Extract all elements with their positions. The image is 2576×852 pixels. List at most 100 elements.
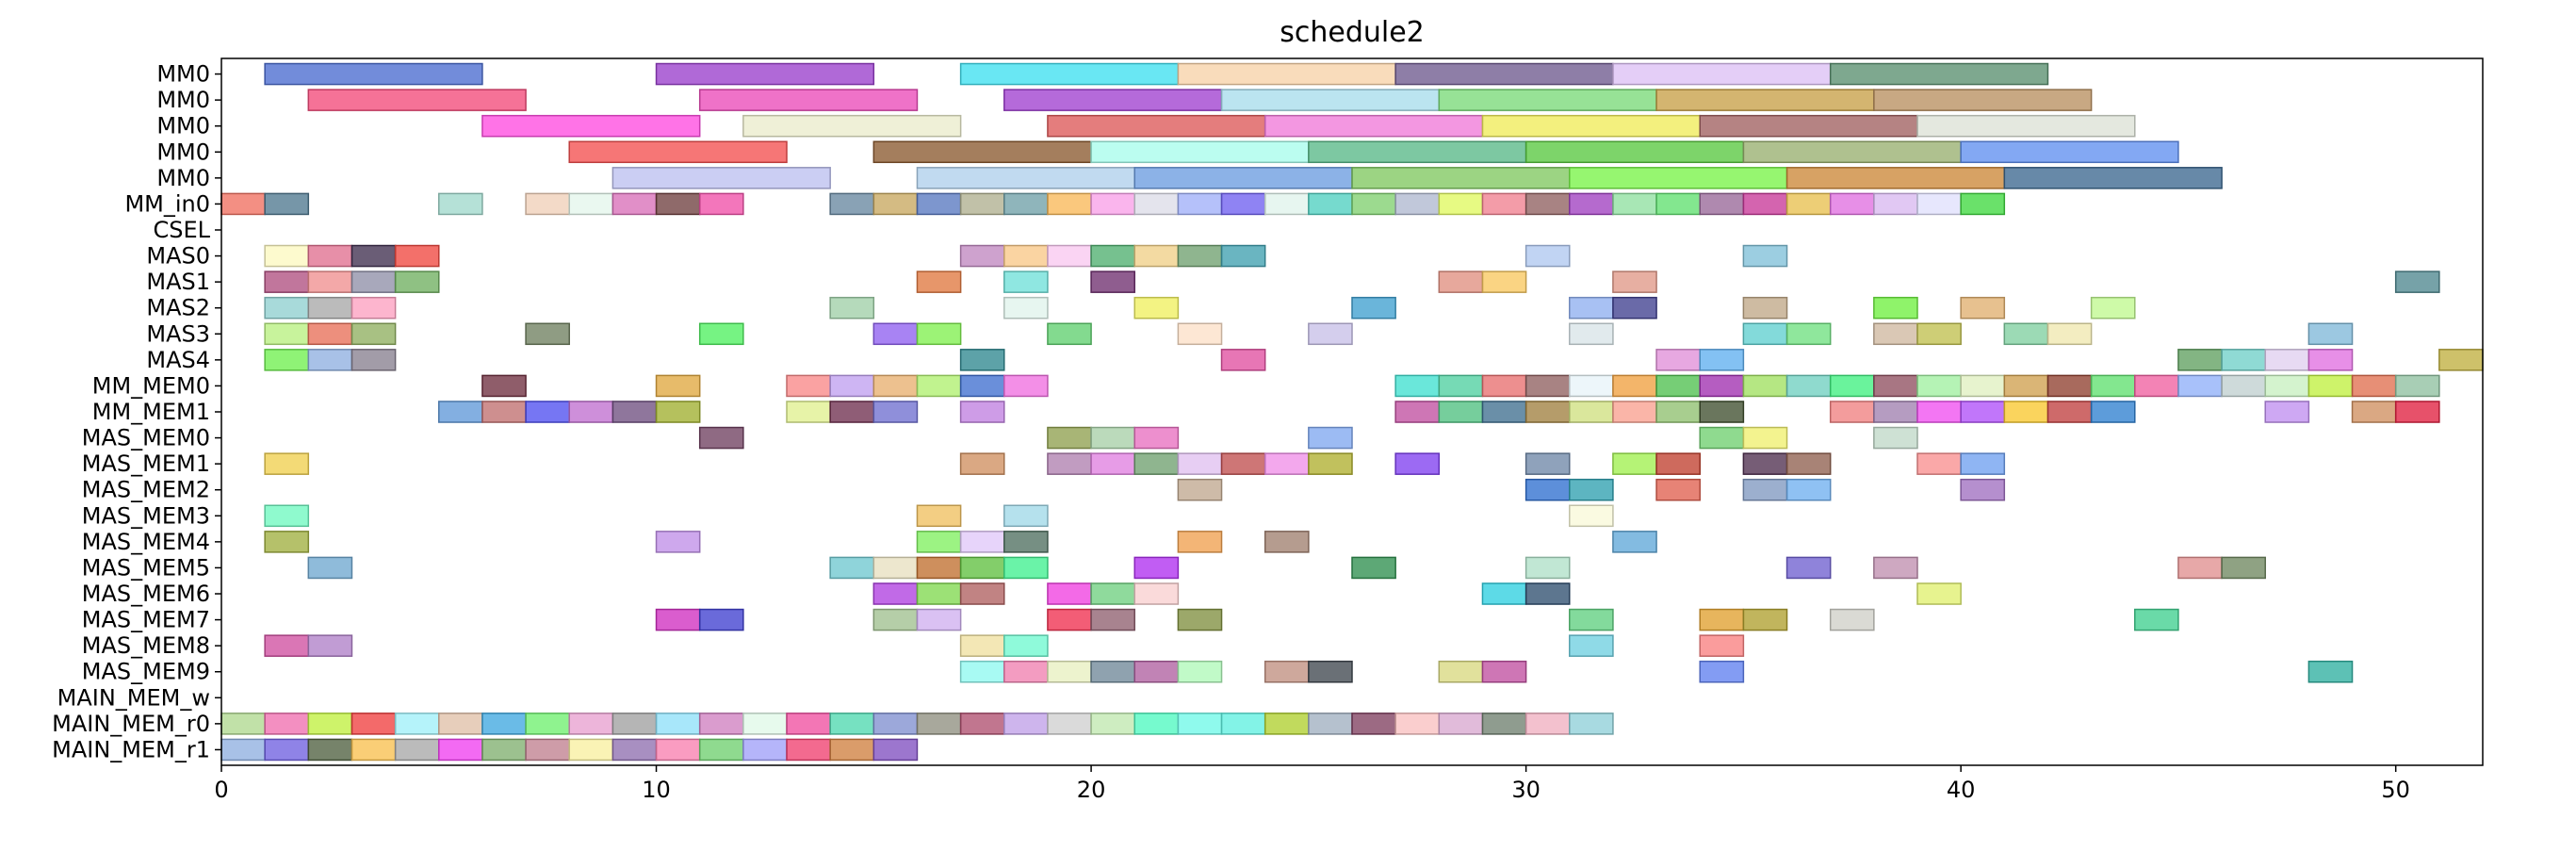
task-bar xyxy=(1524,244,1571,268)
task-bar xyxy=(1308,140,1527,164)
task-bar xyxy=(351,296,397,320)
task-bar xyxy=(1785,192,1832,216)
task-bar xyxy=(264,504,310,528)
task-bar xyxy=(307,556,353,580)
y-tick-label: MAIN_MEM_r0 xyxy=(52,711,210,737)
y-tick-label: MM0 xyxy=(156,87,210,113)
task-bar xyxy=(1133,660,1180,683)
y-tick-label: MM_MEM0 xyxy=(92,372,210,399)
task-bar xyxy=(872,608,919,631)
task-bar xyxy=(1785,374,1832,398)
task-bar xyxy=(872,140,1092,164)
task-bar xyxy=(1873,374,1918,398)
task-bar xyxy=(916,322,962,346)
task-bar xyxy=(1916,582,1962,605)
y-tick-label: MM_in0 xyxy=(124,190,210,217)
task-bar xyxy=(525,322,570,346)
task-bar xyxy=(1003,374,1049,398)
task-bar xyxy=(394,713,440,735)
task-bar xyxy=(1699,660,1745,683)
x-tick-label: 20 xyxy=(1077,777,1106,803)
task-bar xyxy=(1220,349,1266,371)
task-bar xyxy=(1524,192,1571,216)
task-bar xyxy=(1829,608,1875,631)
task-bar xyxy=(2177,374,2223,398)
task-bar xyxy=(829,192,875,216)
task-bar xyxy=(1699,426,1745,450)
task-bar xyxy=(307,270,353,293)
task-bar xyxy=(829,374,875,398)
task-bar xyxy=(1524,478,1571,501)
task-bar xyxy=(916,582,962,605)
task-bar xyxy=(1873,556,1918,580)
task-bar xyxy=(1524,452,1571,475)
task-bar xyxy=(2221,556,2266,580)
task-bar xyxy=(2003,401,2049,423)
task-bar xyxy=(1569,634,1614,657)
task-bar xyxy=(959,713,1005,735)
task-bar xyxy=(2134,374,2179,398)
task-bar xyxy=(872,582,919,605)
task-bar xyxy=(351,349,397,371)
task-bar xyxy=(2394,401,2440,423)
task-bar xyxy=(1569,167,1788,189)
task-bar xyxy=(1916,322,1962,346)
task-bar xyxy=(1873,89,2093,111)
task-bar xyxy=(2090,374,2136,398)
task-bar xyxy=(1829,401,1875,423)
task-bar xyxy=(1438,660,1484,683)
task-bar xyxy=(1569,296,1614,320)
task-bar xyxy=(1047,713,1092,735)
y-tick-label: MAIN_MEM_w xyxy=(57,684,210,711)
task-bar xyxy=(1742,322,1788,346)
task-bar xyxy=(1003,556,1049,580)
task-bar xyxy=(2394,374,2440,398)
task-bar xyxy=(1090,660,1135,683)
task-bar xyxy=(1308,713,1353,735)
task-bar xyxy=(1003,296,1049,320)
y-axis-ticks: MM0MM0MM0MM0MM0MM_in0CSELMAS0MAS1MAS2MAS… xyxy=(52,61,221,762)
task-bar xyxy=(1133,713,1180,735)
task-bar xyxy=(1308,192,1353,216)
task-bar xyxy=(916,504,962,528)
task-bar xyxy=(264,296,310,320)
task-bar xyxy=(394,270,440,293)
task-bar xyxy=(916,531,962,553)
task-bar xyxy=(1264,531,1310,553)
task-bar xyxy=(1047,322,1092,346)
task-bar xyxy=(872,322,919,346)
task-bar xyxy=(307,349,353,371)
task-bar xyxy=(351,322,397,346)
x-tick-label: 0 xyxy=(214,777,228,803)
task-bar xyxy=(1960,401,2006,423)
task-bar xyxy=(916,270,962,293)
task-bar xyxy=(307,634,353,657)
task-bar xyxy=(698,89,919,111)
task-bar xyxy=(2438,349,2484,371)
task-bar xyxy=(698,713,744,735)
task-bar xyxy=(742,713,788,735)
task-bar xyxy=(1785,452,1832,475)
task-bar xyxy=(655,713,701,735)
task-bar xyxy=(1524,582,1571,605)
task-bar xyxy=(2351,374,2397,398)
task-bar xyxy=(2307,374,2354,398)
task-bar xyxy=(1742,296,1788,320)
task-bar xyxy=(1438,270,1484,293)
task-bar xyxy=(1177,478,1223,501)
task-bar xyxy=(1351,167,1571,189)
task-bar xyxy=(2221,349,2266,371)
task-bar xyxy=(394,738,440,762)
task-bar xyxy=(1003,504,1049,528)
task-bar xyxy=(2090,296,2136,320)
task-bar xyxy=(1785,556,1832,580)
task-bar xyxy=(916,374,962,398)
task-bar xyxy=(264,244,310,268)
chart-title: schedule2 xyxy=(1280,16,1425,49)
task-bar xyxy=(1308,322,1353,346)
task-bar xyxy=(307,322,353,346)
task-bar xyxy=(1133,296,1180,320)
task-bar xyxy=(307,244,353,268)
task-bar xyxy=(1438,374,1484,398)
y-tick-label: MAS_MEM5 xyxy=(82,554,210,581)
